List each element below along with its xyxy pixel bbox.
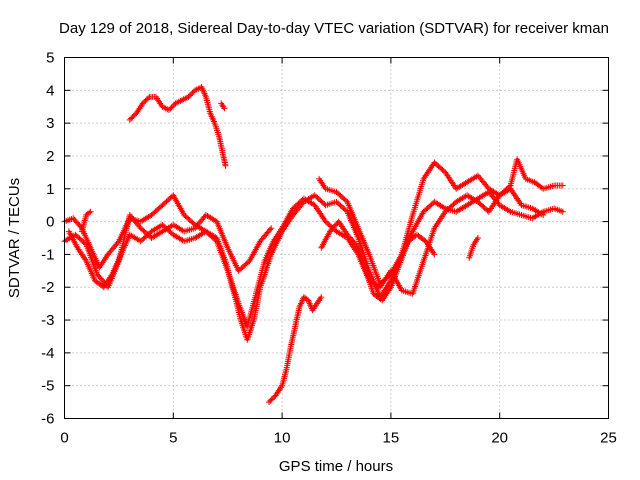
data-point-markers bbox=[78, 208, 94, 235]
y-tick-label: -6 bbox=[41, 411, 54, 428]
chart-title: Day 129 of 2018, Sidereal Day-to-day VTE… bbox=[59, 20, 609, 37]
y-tick-label: 3 bbox=[46, 115, 54, 132]
data-point-markers bbox=[316, 156, 566, 287]
y-tick-label: -3 bbox=[41, 312, 54, 329]
y-tick-label: 1 bbox=[46, 181, 54, 198]
series-track bbox=[316, 156, 566, 287]
x-tick-label: 15 bbox=[383, 430, 400, 447]
series-track bbox=[466, 235, 481, 261]
y-axis-label: SDTVAR / TECUs bbox=[6, 178, 23, 298]
series-track bbox=[318, 218, 438, 304]
axis-ticks: 0 5 10 15 20 25 -6 -5 -4 -3 -2 -1 0 1 2 3 4 5 bbox=[41, 50, 617, 447]
data-point-markers bbox=[126, 84, 229, 169]
x-axis-label: GPS time / hours bbox=[279, 458, 393, 475]
x-tick-label: 20 bbox=[491, 430, 508, 447]
data-point-markers bbox=[318, 218, 438, 304]
series-track bbox=[266, 294, 325, 406]
y-tick-label: 0 bbox=[46, 214, 54, 231]
x-tick-label: 5 bbox=[169, 430, 177, 447]
series-track bbox=[126, 84, 229, 169]
x-tick-label: 10 bbox=[274, 430, 291, 447]
data-point-markers bbox=[218, 100, 228, 112]
x-tick-label: 0 bbox=[60, 430, 68, 447]
y-tick-label: -1 bbox=[41, 246, 54, 263]
data-point-markers bbox=[466, 235, 481, 261]
series-track bbox=[218, 100, 228, 112]
y-tick-label: 4 bbox=[46, 82, 54, 99]
series-track bbox=[78, 208, 94, 235]
data-points bbox=[61, 84, 566, 406]
y-tick-label: 2 bbox=[46, 148, 54, 165]
data-point-markers bbox=[65, 185, 547, 330]
series-track bbox=[65, 185, 547, 330]
x-tick-label: 25 bbox=[600, 430, 617, 447]
y-tick-label: -5 bbox=[41, 378, 54, 395]
data-point-markers bbox=[266, 294, 325, 406]
y-tick-label: 5 bbox=[46, 50, 54, 67]
y-tick-label: -2 bbox=[41, 279, 54, 296]
plot-frame bbox=[64, 57, 609, 419]
y-tick-label: -4 bbox=[41, 345, 54, 362]
